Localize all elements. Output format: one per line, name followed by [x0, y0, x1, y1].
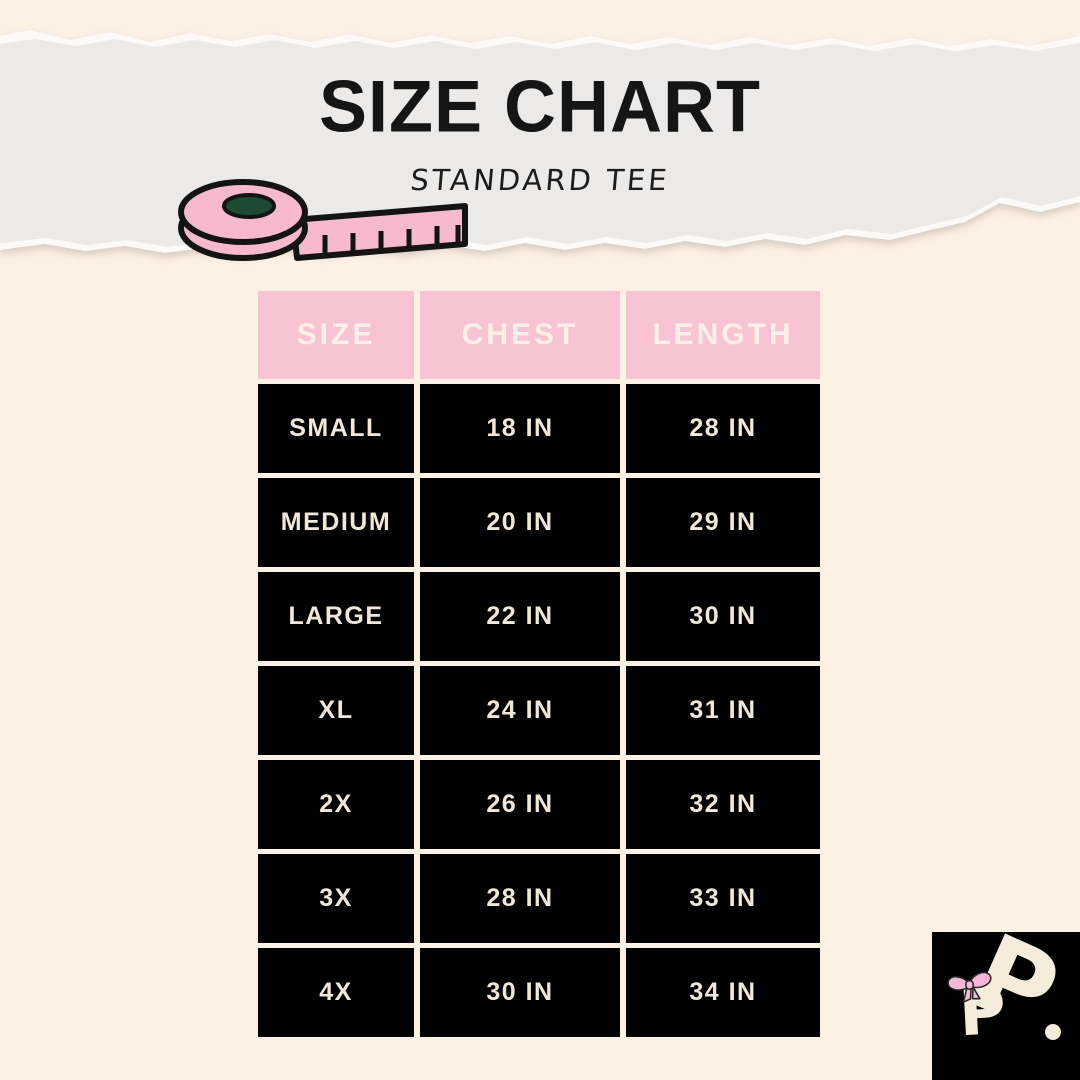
cell-medium-chest: 20 IN — [420, 478, 620, 567]
cell-medium-length: 29 IN — [626, 478, 820, 567]
cell-medium-size: MEDIUM — [258, 478, 414, 567]
cell-xl-size: XL — [258, 666, 414, 755]
cell-large-length: 30 IN — [626, 572, 820, 661]
header-chest: CHEST — [420, 291, 620, 379]
cell-4x-size: 4X — [258, 948, 414, 1037]
brand-logo: P P . — [932, 911, 1080, 1080]
page-subtitle: STANDARD TEE — [408, 163, 672, 197]
cell-large-chest: 22 IN — [420, 572, 620, 661]
cell-large-size: LARGE — [258, 572, 414, 661]
cell-small-chest: 18 IN — [420, 384, 620, 473]
cell-xl-length: 31 IN — [626, 666, 820, 755]
cell-xl-chest: 24 IN — [420, 666, 620, 755]
logo-period: . — [1045, 1024, 1061, 1040]
page-title: SIZE CHART — [319, 66, 761, 148]
cell-2x-length: 32 IN — [626, 760, 820, 849]
cell-4x-chest: 30 IN — [420, 948, 620, 1037]
measuring-tape-icon — [178, 179, 468, 261]
header-length: LENGTH — [626, 291, 820, 379]
bow-icon — [947, 971, 992, 1003]
cell-3x-chest: 28 IN — [420, 854, 620, 943]
cell-4x-length: 34 IN — [626, 948, 820, 1037]
cell-3x-length: 33 IN — [626, 854, 820, 943]
cell-2x-chest: 26 IN — [420, 760, 620, 849]
cell-3x-size: 3X — [258, 854, 414, 943]
header-size: SIZE — [258, 291, 414, 379]
cell-small-length: 28 IN — [626, 384, 820, 473]
size-table: SIZE CHEST LENGTH SMALL 18 IN 28 IN MEDI… — [258, 291, 820, 1037]
cell-small-size: SMALL — [258, 384, 414, 473]
cell-2x-size: 2X — [258, 760, 414, 849]
